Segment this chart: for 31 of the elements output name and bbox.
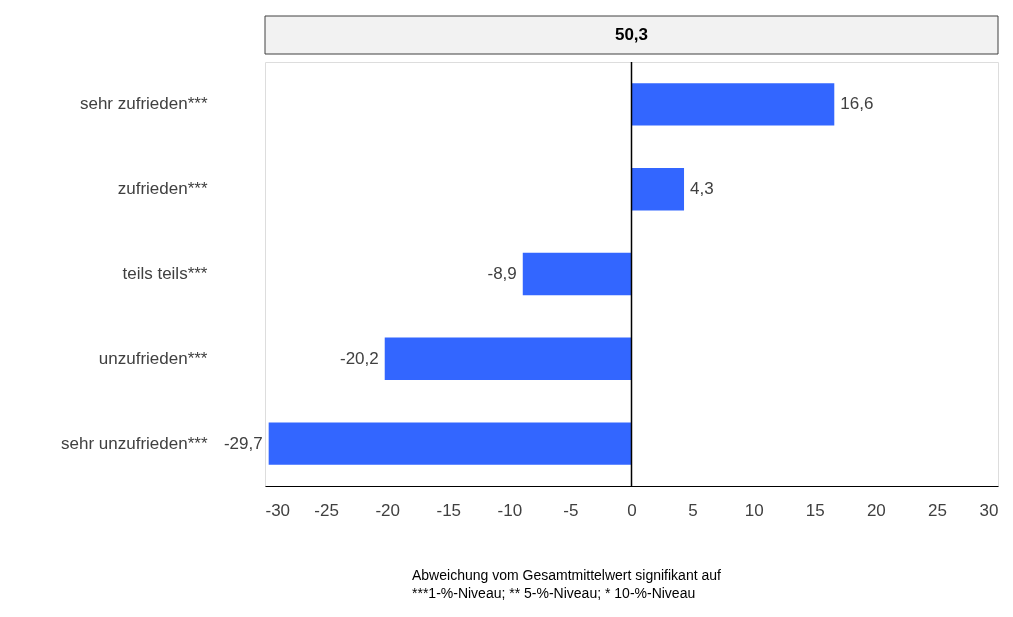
bar [522, 252, 632, 296]
x-tick-label: -15 [436, 500, 462, 520]
x-tick-label: -25 [314, 500, 339, 520]
data-label: -29,7 [223, 433, 263, 453]
y-tick-label: sehr unzufrieden*** [61, 433, 208, 453]
y-tick-label: unzufrieden*** [98, 348, 208, 368]
x-tick-label: 15 [805, 500, 825, 520]
data-label: -20,2 [339, 348, 379, 368]
bar [631, 168, 685, 211]
y-tick-label: sehr zufrieden*** [79, 94, 208, 114]
data-label: 16,6 [840, 94, 874, 114]
y-tick-label: teils teils*** [122, 264, 208, 283]
x-tick-label: 5 [688, 500, 698, 520]
x-tick-label: 25 [927, 500, 947, 520]
text: Abweichung vom Gesamtmittelwert signifikant auf [412, 567, 722, 583]
bar [631, 83, 835, 126]
data-label: 4,3 [690, 179, 714, 199]
x-tick-label: -5 [563, 500, 579, 520]
y-tick-label: zufrieden*** [117, 179, 208, 199]
x-tick-label: -20 [375, 500, 400, 520]
x-tick-label: 0 [627, 500, 637, 520]
chart-title: 50,3 [614, 25, 649, 44]
bar [268, 422, 632, 465]
bar [384, 337, 632, 380]
text: ***1-%-Niveau; ** 5-%-Niveau; * 10-%-Niveau [412, 585, 696, 601]
x-tick-label: -10 [497, 500, 523, 520]
x-tick-label: -30 [265, 500, 291, 520]
x-tick-label: 10 [744, 500, 764, 520]
x-tick-label: 20 [866, 500, 886, 520]
data-label: -8,9 [487, 264, 517, 283]
x-tick-label: 30 [979, 500, 999, 520]
